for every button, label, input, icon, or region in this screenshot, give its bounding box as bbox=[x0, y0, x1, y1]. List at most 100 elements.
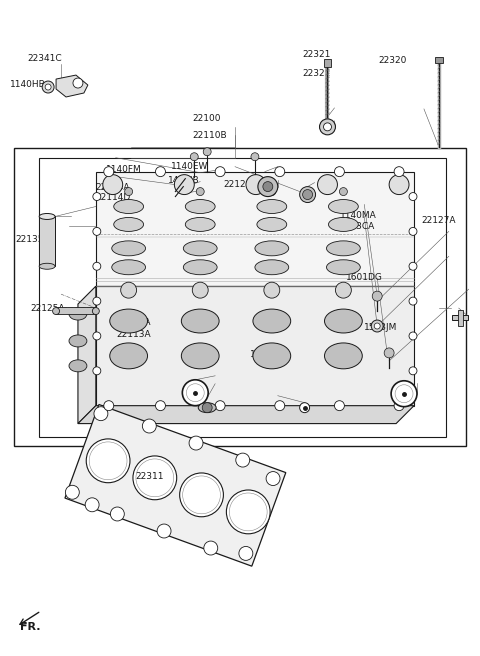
Ellipse shape bbox=[181, 309, 219, 333]
Ellipse shape bbox=[69, 335, 87, 347]
Circle shape bbox=[215, 167, 225, 176]
Circle shape bbox=[143, 419, 156, 433]
Circle shape bbox=[156, 167, 166, 176]
Text: 22322: 22322 bbox=[302, 69, 330, 78]
Circle shape bbox=[110, 507, 124, 521]
Circle shape bbox=[104, 401, 114, 411]
Ellipse shape bbox=[92, 308, 99, 315]
Text: 22127A: 22127A bbox=[421, 216, 456, 225]
Circle shape bbox=[65, 485, 79, 499]
Circle shape bbox=[156, 401, 166, 411]
Circle shape bbox=[258, 176, 278, 197]
Circle shape bbox=[384, 348, 394, 358]
Circle shape bbox=[204, 541, 218, 555]
Text: 1140FM: 1140FM bbox=[107, 165, 142, 174]
Circle shape bbox=[246, 174, 266, 195]
Ellipse shape bbox=[110, 309, 147, 333]
Bar bbox=[96, 172, 414, 286]
Bar bbox=[458, 310, 463, 326]
Text: 22311: 22311 bbox=[135, 472, 164, 482]
Text: 22129: 22129 bbox=[224, 180, 252, 189]
Circle shape bbox=[268, 188, 276, 195]
Text: 1601DG: 1601DG bbox=[346, 273, 383, 282]
Ellipse shape bbox=[328, 199, 358, 213]
Circle shape bbox=[409, 228, 417, 236]
Circle shape bbox=[371, 320, 383, 332]
Ellipse shape bbox=[181, 343, 219, 369]
Circle shape bbox=[93, 228, 101, 236]
Circle shape bbox=[186, 384, 204, 401]
Text: 1430JB: 1430JB bbox=[168, 176, 200, 185]
Circle shape bbox=[192, 282, 208, 298]
Ellipse shape bbox=[185, 218, 215, 232]
Circle shape bbox=[93, 193, 101, 201]
Ellipse shape bbox=[53, 308, 60, 315]
Bar bbox=[39, 216, 55, 266]
Ellipse shape bbox=[112, 260, 145, 275]
Circle shape bbox=[275, 167, 285, 176]
Circle shape bbox=[409, 297, 417, 305]
Circle shape bbox=[372, 291, 382, 301]
Circle shape bbox=[335, 167, 344, 176]
Circle shape bbox=[275, 401, 285, 411]
Circle shape bbox=[93, 332, 101, 340]
Bar bbox=[39, 157, 446, 436]
Circle shape bbox=[324, 123, 332, 131]
Circle shape bbox=[174, 174, 194, 195]
Bar bbox=[452, 315, 468, 320]
Circle shape bbox=[93, 297, 101, 305]
Circle shape bbox=[409, 332, 417, 340]
Circle shape bbox=[409, 367, 417, 375]
Circle shape bbox=[335, 401, 344, 411]
Circle shape bbox=[196, 188, 204, 195]
Text: 22112A: 22112A bbox=[116, 318, 150, 327]
Text: 1573JM: 1573JM bbox=[364, 323, 397, 333]
Ellipse shape bbox=[253, 309, 291, 333]
Text: 22114D: 22114D bbox=[95, 193, 130, 202]
Circle shape bbox=[125, 188, 132, 195]
Text: FR.: FR. bbox=[20, 622, 40, 632]
Text: 22100: 22100 bbox=[192, 114, 221, 123]
Ellipse shape bbox=[326, 260, 360, 275]
Ellipse shape bbox=[253, 343, 291, 369]
Text: 22114A: 22114A bbox=[95, 183, 130, 192]
Circle shape bbox=[394, 167, 404, 176]
Circle shape bbox=[266, 472, 280, 485]
Polygon shape bbox=[78, 286, 96, 424]
Circle shape bbox=[104, 167, 114, 176]
Bar bbox=[96, 286, 414, 405]
Text: 22341C: 22341C bbox=[28, 54, 62, 64]
Circle shape bbox=[120, 282, 137, 298]
Ellipse shape bbox=[255, 241, 288, 256]
Circle shape bbox=[157, 524, 171, 538]
Circle shape bbox=[45, 84, 51, 90]
Circle shape bbox=[395, 385, 413, 403]
Bar bbox=[435, 57, 443, 63]
Ellipse shape bbox=[328, 218, 358, 232]
Circle shape bbox=[391, 380, 417, 407]
Circle shape bbox=[409, 193, 417, 201]
Text: 1140MA: 1140MA bbox=[340, 211, 377, 220]
Circle shape bbox=[374, 323, 380, 329]
Circle shape bbox=[85, 498, 99, 512]
Ellipse shape bbox=[110, 343, 147, 369]
Circle shape bbox=[215, 401, 225, 411]
Circle shape bbox=[190, 153, 198, 161]
Circle shape bbox=[336, 282, 351, 298]
Polygon shape bbox=[78, 405, 414, 424]
Circle shape bbox=[180, 473, 223, 517]
Text: 22125A: 22125A bbox=[30, 304, 64, 313]
Ellipse shape bbox=[183, 260, 217, 275]
Bar bbox=[324, 59, 332, 67]
Text: 22135: 22135 bbox=[16, 236, 44, 244]
Circle shape bbox=[394, 401, 404, 411]
Polygon shape bbox=[65, 405, 286, 566]
Circle shape bbox=[42, 81, 54, 93]
Ellipse shape bbox=[257, 218, 287, 232]
Circle shape bbox=[227, 490, 270, 534]
Circle shape bbox=[203, 148, 211, 155]
Circle shape bbox=[251, 153, 259, 161]
Circle shape bbox=[239, 546, 253, 560]
Text: 22321: 22321 bbox=[302, 51, 330, 60]
Circle shape bbox=[302, 190, 312, 199]
